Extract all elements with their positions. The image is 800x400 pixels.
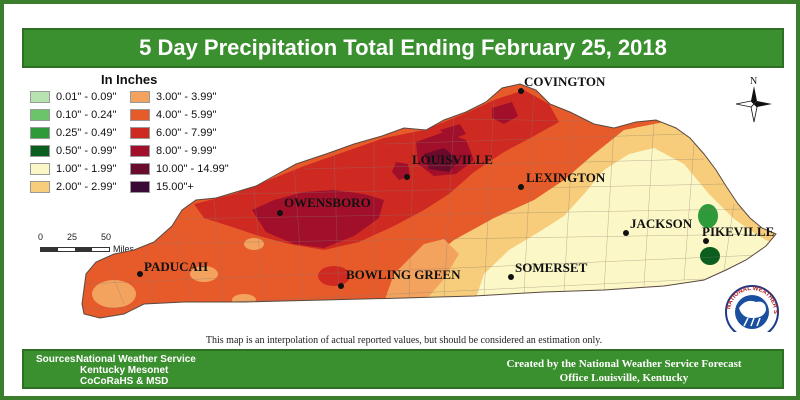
svg-text:BOWLING GREEN: BOWLING GREEN — [346, 267, 461, 282]
source-line: Kentucky Mesonet — [80, 365, 169, 376]
scale-tick-label: 25 — [67, 232, 78, 242]
city-marker — [277, 210, 283, 216]
city-covington: COVINGTON — [518, 74, 606, 94]
legend-swatch — [130, 91, 150, 103]
legend-swatch — [30, 181, 50, 193]
svg-text:PIKEVILLE: PIKEVILLE — [702, 224, 774, 239]
scale-bar-graphic — [40, 247, 110, 252]
svg-text:SOMERSET: SOMERSET — [515, 260, 588, 275]
city-owensboro: OWENSBORO — [277, 195, 371, 216]
city-marker — [508, 274, 514, 280]
north-arrow-icon: N — [735, 76, 772, 123]
footer-bar: Sources:National Weather Service Kentuck… — [22, 349, 784, 389]
legend-item: 2.00" - 2.99" — [30, 178, 116, 196]
source-line: CoCoRaHS & MSD — [80, 376, 169, 387]
svg-text:COVINGTON: COVINGTON — [524, 74, 606, 89]
svg-text:OWENSBORO: OWENSBORO — [284, 195, 371, 210]
legend-column-right: 3.00" - 3.99" 4.00" - 5.99" 6.00" - 7.99… — [130, 88, 229, 196]
city-marker — [404, 174, 410, 180]
city-marker — [703, 238, 709, 244]
svg-text:LOUISVILLE: LOUISVILLE — [412, 152, 493, 167]
map-disclaimer: This map is an interpolation of actual r… — [205, 335, 603, 346]
legend-item: 8.00" - 9.99" — [130, 142, 229, 160]
city-jackson: JACKSON — [623, 216, 693, 236]
source-line: National Weather Service — [76, 354, 196, 365]
kentucky-precipitation-map: COVINGTON LOUISVILLE LEXINGTON OWENSBORO… — [74, 72, 779, 332]
legend-swatch — [30, 109, 50, 121]
city-lexington: LEXINGTON — [518, 170, 606, 190]
city-paducah: PADUCAH — [137, 259, 208, 277]
legend-swatch — [30, 91, 50, 103]
sources-label: Sources: — [36, 354, 79, 365]
credit-line: Created by the National Weather Service … — [506, 358, 742, 370]
scale-unit: Miles — [113, 244, 135, 254]
legend-swatch — [130, 163, 150, 175]
legend-swatch — [30, 127, 50, 139]
credit-line: Office Louisville, Kentucky — [559, 372, 689, 384]
city-somerset: SOMERSET — [508, 260, 588, 280]
legend-swatch — [130, 145, 150, 157]
city-pikeville: PIKEVILLE — [702, 224, 774, 244]
legend-swatch — [130, 109, 150, 121]
legend-item: 10.00" - 14.99" — [130, 160, 229, 178]
county-lines — [83, 89, 776, 310]
city-marker — [338, 283, 344, 289]
scale-tick-label: 0 — [38, 232, 44, 242]
city-louisville: LOUISVILLE — [404, 152, 493, 180]
legend-item: 1.00" - 1.99" — [30, 160, 116, 178]
legend-item: 0.01" - 0.09" — [30, 88, 116, 106]
city-marker — [518, 88, 524, 94]
legend-item: 15.00"+ — [130, 178, 229, 196]
city-bowling-green: BOWLING GREEN — [338, 267, 461, 289]
legend-item: 3.00" - 3.99" — [130, 88, 229, 106]
svg-text:JACKSON: JACKSON — [630, 216, 693, 231]
legend-item: 0.10" - 0.24" — [30, 106, 116, 124]
svg-text:LEXINGTON: LEXINGTON — [526, 170, 606, 185]
legend-swatch — [130, 127, 150, 139]
legend-item: 4.00" - 5.99" — [130, 106, 229, 124]
legend-swatch — [130, 181, 150, 193]
kentucky-outline — [81, 83, 777, 319]
svg-text:N: N — [750, 76, 757, 87]
legend-item: 0.25" - 0.49" — [30, 124, 116, 142]
city-marker — [137, 271, 143, 277]
legend-item: 6.00" - 7.99" — [130, 124, 229, 142]
legend-swatch — [30, 163, 50, 175]
precipitation-field — [82, 84, 776, 318]
map-title: 5 Day Precipitation Total Ending Februar… — [22, 28, 784, 68]
city-marker — [623, 230, 629, 236]
legend-swatch — [30, 145, 50, 157]
city-marker — [518, 184, 524, 190]
scale-tick-label: 50 — [101, 232, 112, 242]
legend-column-left: 0.01" - 0.09" 0.10" - 0.24" 0.25" - 0.49… — [30, 88, 116, 196]
sources-block: Sources:National Weather Service Kentuck… — [36, 354, 196, 387]
svg-text:PADUCAH: PADUCAH — [144, 259, 208, 274]
legend-item: 0.50" - 0.99" — [30, 142, 116, 160]
scale-bar: 0 25 50 Miles — [38, 232, 135, 254]
credit-block: Created by the National Weather Service … — [474, 357, 774, 385]
legend-title: In Inches — [101, 72, 158, 87]
